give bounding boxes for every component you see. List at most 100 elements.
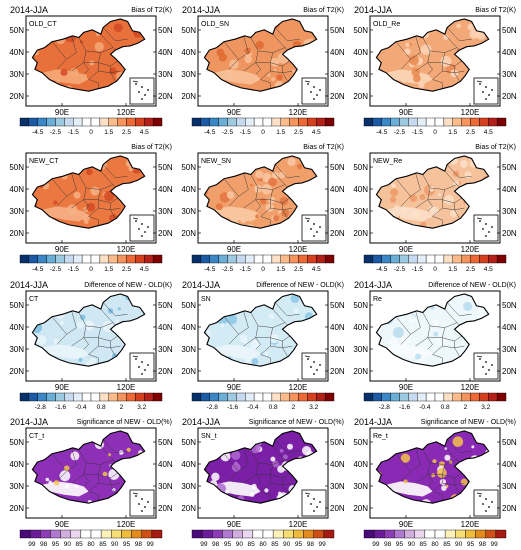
- colorbar-swatch: [222, 529, 233, 539]
- lat-label-right: 50N: [330, 26, 345, 35]
- colorbar-tick-label: 2.5: [466, 266, 475, 273]
- colorbar-swatch: [461, 392, 471, 402]
- colorbar-swatch: [218, 254, 228, 264]
- field-cell: [55, 77, 61, 83]
- field-cell: [463, 301, 473, 311]
- field-cell: [113, 23, 123, 33]
- colorbar: -4.5 -2.5 -1.5 0 1.5 2.5 4.5: [19, 254, 163, 273]
- field-cell: [278, 491, 282, 495]
- colorbar: -4.5 -2.5 -1.5 0 1.5 2.5 4.5: [363, 117, 507, 136]
- field-cell: [273, 68, 277, 72]
- colorbar-tick-label: -4.5: [32, 266, 44, 273]
- island-dot: [313, 235, 315, 237]
- colorbar-tick-label: 0: [89, 129, 93, 136]
- island-dot: [138, 503, 140, 505]
- panel-title: Bias of T2(K): [475, 7, 516, 14]
- island-dot: [488, 369, 490, 371]
- island-dot: [316, 506, 318, 508]
- province-line: [255, 325, 261, 350]
- colorbar-swatch: [151, 529, 163, 539]
- lat-label-right: 30N: [330, 482, 345, 491]
- province-line: [270, 52, 290, 67]
- province-line: [427, 62, 443, 80]
- colorbar-swatch: [227, 254, 237, 264]
- colorbar-swatch: [381, 254, 391, 264]
- province-line: [100, 33, 116, 51]
- inset-coast: [132, 80, 139, 83]
- province-line: [415, 62, 428, 72]
- field-cell: [409, 42, 413, 46]
- colorbar-swatch: [394, 529, 405, 539]
- colorbar-swatch: [262, 392, 273, 402]
- panel-title: Difference of NEW - OLD(K): [256, 282, 344, 289]
- colorbar-swatch: [324, 254, 335, 264]
- island-dot: [313, 86, 315, 88]
- colorbar-swatch: [271, 254, 281, 264]
- lat-label-right: 20N: [330, 504, 345, 513]
- season-label: 2014-JJA: [182, 280, 220, 290]
- colorbar-tick-label: 95: [52, 541, 60, 548]
- island-dot: [316, 231, 318, 233]
- colorbar: -2.8 -1.6 -0.4 0.8 2 3.2: [363, 392, 507, 411]
- province-line: [238, 310, 249, 335]
- field-cell: [67, 204, 78, 215]
- colorbar-swatch: [303, 529, 314, 539]
- colorbar-swatch: [100, 529, 112, 539]
- field-cell: [434, 324, 438, 328]
- colorbar-swatch: [307, 392, 317, 402]
- province-line: [272, 445, 288, 463]
- lat-label-left: 30N: [181, 207, 196, 216]
- colorbar-tick-label: -0.4: [247, 404, 259, 411]
- lat-label-right: 20N: [158, 92, 173, 101]
- colorbar-tick-label: -4.5: [376, 129, 388, 136]
- inset-coast: [476, 355, 483, 358]
- lon-label: 90E: [55, 108, 69, 117]
- lon-label: 120E: [461, 108, 480, 117]
- colorbar-swatch: [271, 117, 281, 127]
- province-line: [255, 474, 271, 492]
- colorbar: 99 98 95 90 85 80 85 90 95 98 99: [191, 529, 335, 548]
- colorbar-swatch: [434, 392, 445, 402]
- province-line: [98, 464, 118, 479]
- province-line: [410, 35, 421, 60]
- island-dot: [491, 89, 493, 91]
- colorbar-tick-label: 0: [433, 266, 437, 273]
- province-line: [444, 445, 460, 463]
- season-label: 2014-JJA: [354, 417, 392, 427]
- lat-label-right: 20N: [158, 367, 173, 376]
- island-dot: [147, 226, 149, 228]
- season-label: 2014-JJA: [182, 5, 220, 15]
- island-dot: [310, 228, 312, 230]
- lat-label-left: 50N: [181, 163, 196, 172]
- province-line: [422, 174, 458, 190]
- island-dot: [479, 83, 481, 85]
- lon-label: 90E: [55, 383, 69, 392]
- field-cell: [53, 480, 60, 486]
- province-line: [250, 37, 286, 53]
- colorbar-tick-label: 85: [271, 541, 279, 548]
- south-china-sea-inset: [301, 77, 327, 105]
- season-label: 2014-JJA: [10, 5, 48, 15]
- colorbar-swatch: [99, 117, 109, 127]
- island-dot: [313, 98, 315, 100]
- field-cell: [231, 462, 241, 472]
- field-cell: [450, 69, 459, 78]
- lat-label-right: 50N: [502, 163, 517, 172]
- panel-title: Bias of T2(K): [303, 144, 344, 151]
- lat-label-right: 20N: [502, 229, 517, 238]
- colorbar-swatch: [108, 392, 118, 402]
- panel-title: Bias of T2(K): [131, 7, 172, 14]
- colorbar-tick-label: 99: [319, 541, 327, 548]
- colorbar-tick-label: 0.8: [441, 404, 450, 411]
- colorbar-tick-label: 90: [111, 541, 119, 548]
- china-outline: [203, 293, 318, 367]
- colorbar-swatch: [126, 392, 136, 402]
- colorbar-swatch: [384, 529, 395, 539]
- china-outline: [203, 18, 318, 92]
- province-line: [98, 189, 118, 204]
- colorbar-tick-label: 95: [295, 541, 303, 548]
- island-dot: [307, 220, 309, 222]
- field-cell: [400, 453, 411, 463]
- lon-label: 90E: [227, 245, 241, 254]
- colorbar-swatch: [324, 392, 335, 402]
